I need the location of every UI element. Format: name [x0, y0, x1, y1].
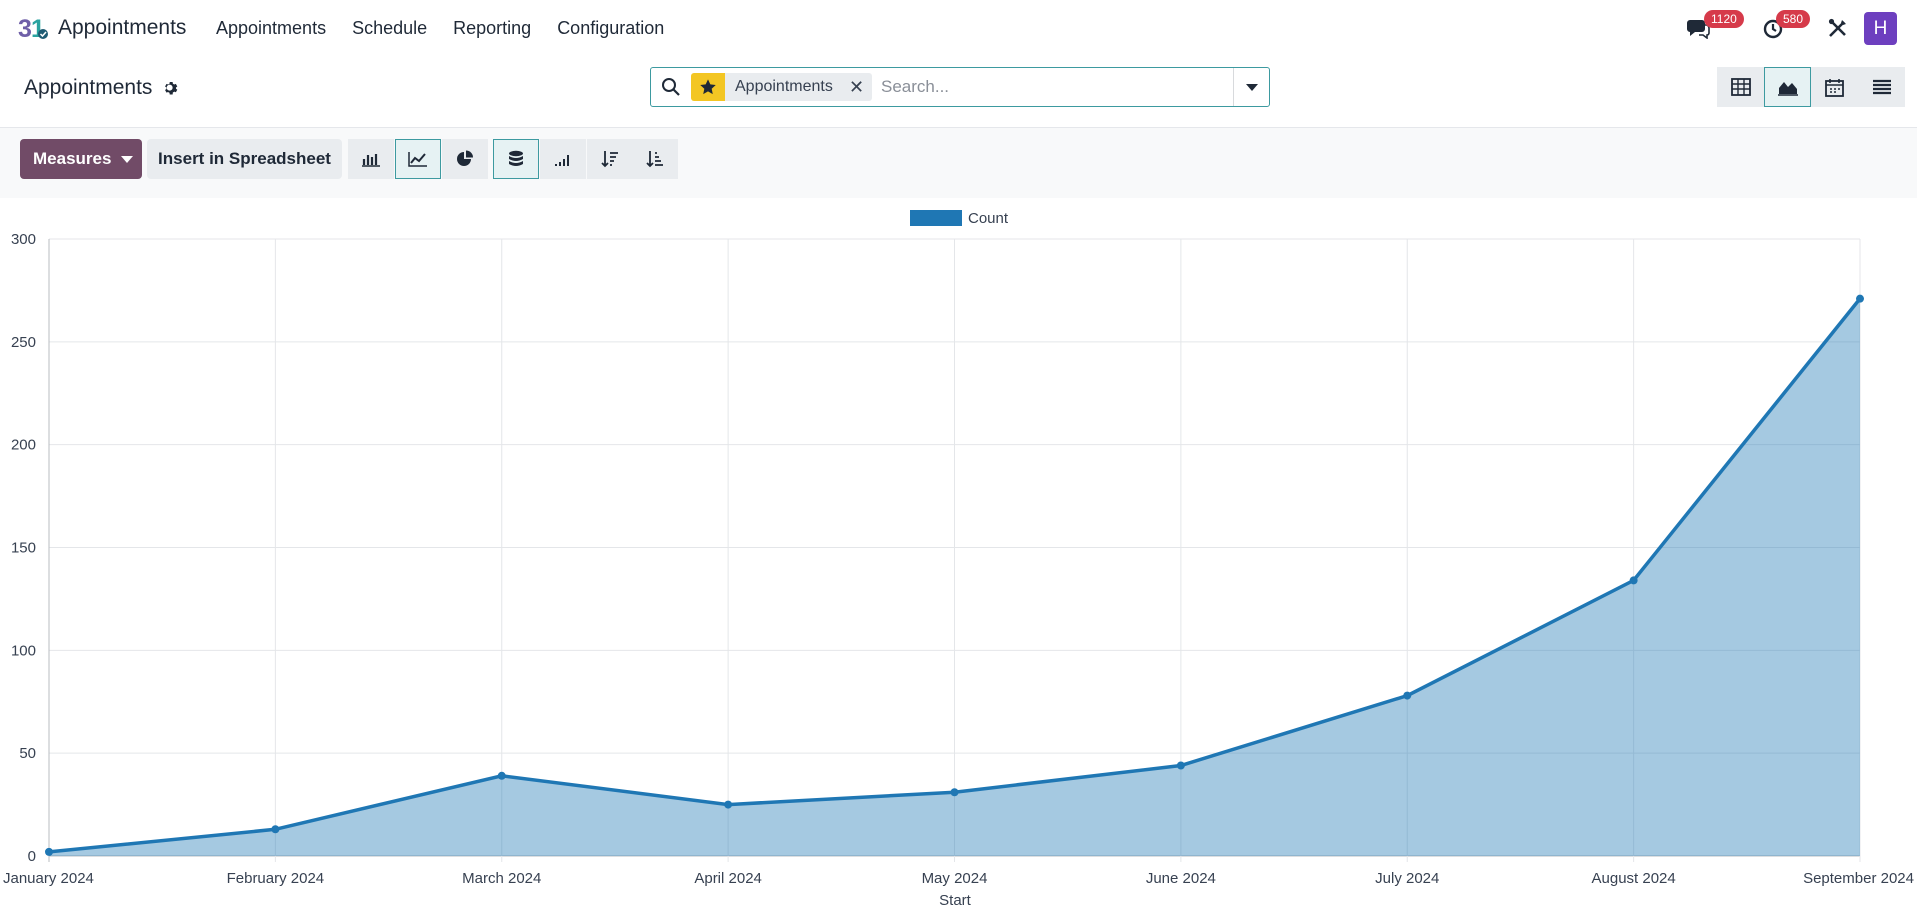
x-tick-label: August 2024	[1592, 870, 1676, 887]
menu-item-reporting[interactable]: Reporting	[453, 18, 532, 38]
remove-facet-close-icon[interactable]: ✕	[849, 77, 865, 97]
data-point[interactable]	[724, 800, 733, 809]
pivot-view-button[interactable]	[1717, 67, 1764, 107]
data-point[interactable]	[1176, 761, 1185, 770]
menu-item-schedule[interactable]: Schedule	[352, 18, 428, 38]
x-tick-label: May 2024	[922, 870, 988, 887]
top-navbar: 3 1 Appointments Appointments Schedule R…	[0, 0, 1917, 57]
stacked-toggle-button[interactable]	[493, 139, 539, 179]
line-chart-button[interactable]	[395, 139, 441, 179]
x-tick-label: April 2024	[694, 870, 762, 887]
sort-descending-icon	[601, 151, 618, 168]
view-switcher	[1717, 67, 1905, 107]
bar-chart-button[interactable]	[348, 139, 394, 179]
series-area	[49, 298, 1860, 857]
series-points	[45, 294, 1864, 856]
x-tick-label: June 2024	[1146, 870, 1216, 887]
app-name[interactable]: Appointments	[58, 16, 187, 39]
user-avatar[interactable]: H	[1864, 12, 1897, 45]
data-point[interactable]	[1403, 691, 1412, 700]
appointments-app-logo-icon[interactable]: 3 1	[18, 14, 50, 42]
tools-icon	[1828, 18, 1846, 37]
svg-text:3: 3	[18, 15, 32, 42]
y-tick-label: 300	[11, 231, 36, 248]
measures-label: Measures	[33, 149, 112, 168]
data-point[interactable]	[1629, 576, 1638, 585]
bar-chart-icon	[362, 154, 380, 167]
data-point[interactable]	[1856, 294, 1864, 303]
activities-count-badge: 580	[1776, 10, 1811, 28]
activities-systray[interactable]: 580	[1762, 10, 1811, 44]
measures-dropdown-button[interactable]: Measures	[20, 139, 142, 179]
search-icon[interactable]	[661, 77, 681, 97]
search-input[interactable]	[881, 73, 1231, 101]
header-divider	[0, 127, 1917, 128]
sort-descending-button[interactable]	[587, 139, 633, 179]
calendar-icon	[1825, 78, 1844, 97]
database-stack-icon	[509, 150, 523, 166]
messages-count-badge: 1120	[1704, 10, 1744, 28]
x-tick-label: July 2024	[1375, 870, 1439, 887]
menu-item-configuration[interactable]: Configuration	[557, 18, 665, 38]
x-axis-ticks: January 2024 February 2024 March 2024 April…	[3, 870, 1914, 887]
graph-view-button[interactable]	[1764, 67, 1811, 107]
area-chart-icon	[1777, 82, 1798, 96]
data-point[interactable]	[497, 771, 506, 780]
x-axis-label: Start	[939, 892, 972, 908]
y-tick-label: 150	[11, 540, 36, 557]
area-chart: 0 50 100 150 200 250 300 January 2024 February …	[3, 210, 1914, 908]
pie-chart-icon	[457, 150, 473, 166]
sort-ascending-icon	[646, 151, 663, 168]
caret-down-icon	[1245, 83, 1258, 91]
insert-in-spreadsheet-button[interactable]: Insert in Spreadsheet	[147, 139, 342, 179]
main-menu: Appointments Schedule Reporting Configur…	[216, 18, 664, 39]
y-axis-ticks: 0 50 100 150 200 250 300	[11, 231, 36, 865]
page-title: Appointments	[24, 76, 153, 99]
x-tick-label: February 2024	[227, 870, 325, 887]
chart-grid	[48, 238, 1861, 862]
sort-ascending-button[interactable]	[632, 139, 678, 179]
legend-swatch	[910, 210, 962, 226]
pie-chart-button[interactable]	[442, 139, 488, 179]
chart-legend[interactable]: Count	[910, 210, 1009, 227]
list-icon	[1872, 79, 1891, 95]
line-chart-icon	[408, 152, 427, 167]
table-grid-icon	[1730, 78, 1751, 96]
tools-systray[interactable]	[1827, 12, 1849, 44]
y-tick-label: 200	[11, 437, 36, 454]
data-point[interactable]	[271, 825, 280, 834]
y-tick-label: 250	[11, 334, 36, 351]
legend-label-count: Count	[968, 210, 1009, 227]
search-options-toggle[interactable]	[1233, 68, 1269, 106]
star-icon	[700, 79, 716, 95]
x-tick-label: January 2024	[3, 870, 94, 887]
search-bar: Appointments ✕	[650, 67, 1270, 107]
y-tick-label: 100	[11, 642, 36, 659]
caret-down-icon	[121, 155, 134, 163]
gear-icon[interactable]	[162, 80, 179, 97]
clock-icon	[1763, 19, 1783, 39]
cumulative-toggle-button[interactable]	[540, 139, 586, 179]
breadcrumb: Appointments	[24, 76, 179, 100]
list-view-button[interactable]	[1858, 67, 1905, 107]
x-tick-label: March 2024	[462, 870, 541, 887]
search-facet: Appointments	[725, 73, 872, 101]
favorite-facet-icon	[691, 73, 725, 101]
data-point[interactable]	[45, 847, 53, 856]
data-point[interactable]	[950, 788, 959, 797]
x-tick-label: September 2024	[1803, 870, 1914, 887]
messages-systray[interactable]: 1120	[1686, 10, 1744, 44]
y-tick-label: 0	[28, 848, 36, 865]
signal-bars-icon	[555, 155, 569, 166]
menu-item-appointments[interactable]: Appointments	[216, 18, 327, 38]
calendar-view-button[interactable]	[1811, 67, 1858, 107]
y-tick-label: 50	[19, 745, 36, 762]
